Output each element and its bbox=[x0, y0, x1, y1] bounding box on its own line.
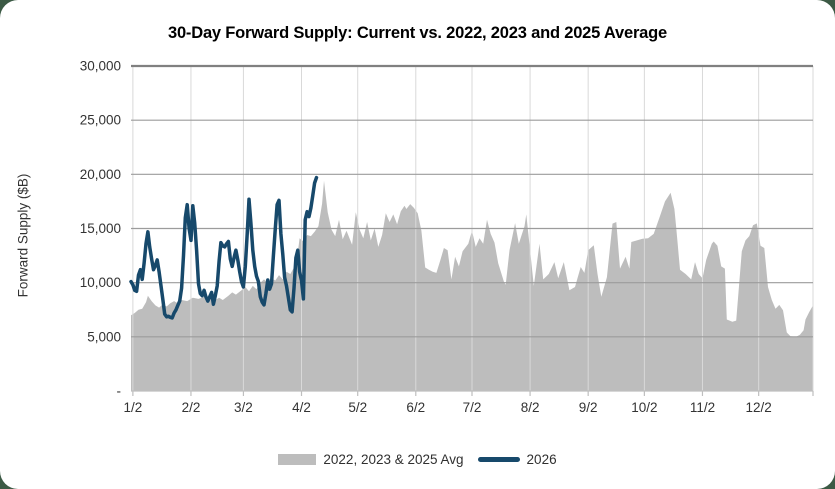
x-tick-label: 2/2 bbox=[182, 400, 201, 415]
legend-label-2026: 2026 bbox=[526, 451, 557, 467]
avg-area-swatch bbox=[278, 453, 317, 465]
x-tick-label: 12/2 bbox=[746, 400, 772, 415]
x-tick-label: 6/2 bbox=[406, 400, 425, 415]
y-tick-label: 5,000 bbox=[87, 329, 121, 344]
x-tick-label: 1/2 bbox=[123, 400, 142, 415]
y-tick-label: 25,000 bbox=[80, 113, 121, 128]
y-tick-label: 15,000 bbox=[80, 221, 121, 236]
line-series-2026 bbox=[129, 175, 319, 320]
y-tick-label: 30,000 bbox=[80, 59, 121, 74]
legend-label-avg: 2022, 2023 & 2025 Avg bbox=[323, 451, 464, 467]
horizontal-gridlines bbox=[131, 64, 813, 338]
y-tick-label: - bbox=[117, 384, 122, 399]
x-tick-label: 10/2 bbox=[631, 400, 657, 415]
x-tick-label: 7/2 bbox=[463, 400, 482, 415]
line-2026-swatch bbox=[477, 456, 520, 462]
chart-legend: 2022, 2023 & 2025 Avg 2026 bbox=[0, 446, 835, 472]
y-tick-label: 10,000 bbox=[80, 275, 121, 290]
x-tick-label: 9/2 bbox=[579, 400, 598, 415]
legend-item-2026: 2026 bbox=[477, 451, 557, 467]
chart-title: 30-Day Forward Supply: Current vs. 2022,… bbox=[167, 24, 668, 42]
x-tick-label: 4/2 bbox=[292, 400, 311, 415]
y-tick-labels: - 5,000 10,000 15,000 20,000 25,000 30,000 bbox=[80, 59, 121, 399]
x-tick-label: 11/2 bbox=[690, 400, 715, 415]
x-axis bbox=[131, 390, 814, 396]
legend-item-avg: 2022, 2023 & 2025 Avg bbox=[278, 451, 464, 467]
x-tick-label: 8/2 bbox=[521, 400, 540, 415]
x-tick-label: 5/2 bbox=[348, 400, 367, 415]
y-tick-label: 20,000 bbox=[80, 167, 121, 182]
x-tick-label: 3/2 bbox=[234, 400, 253, 415]
x-tick-labels: 1/2 2/2 3/2 4/2 5/2 6/2 7/2 8/2 9/2 10/2 11/2 12/2 bbox=[123, 400, 771, 415]
